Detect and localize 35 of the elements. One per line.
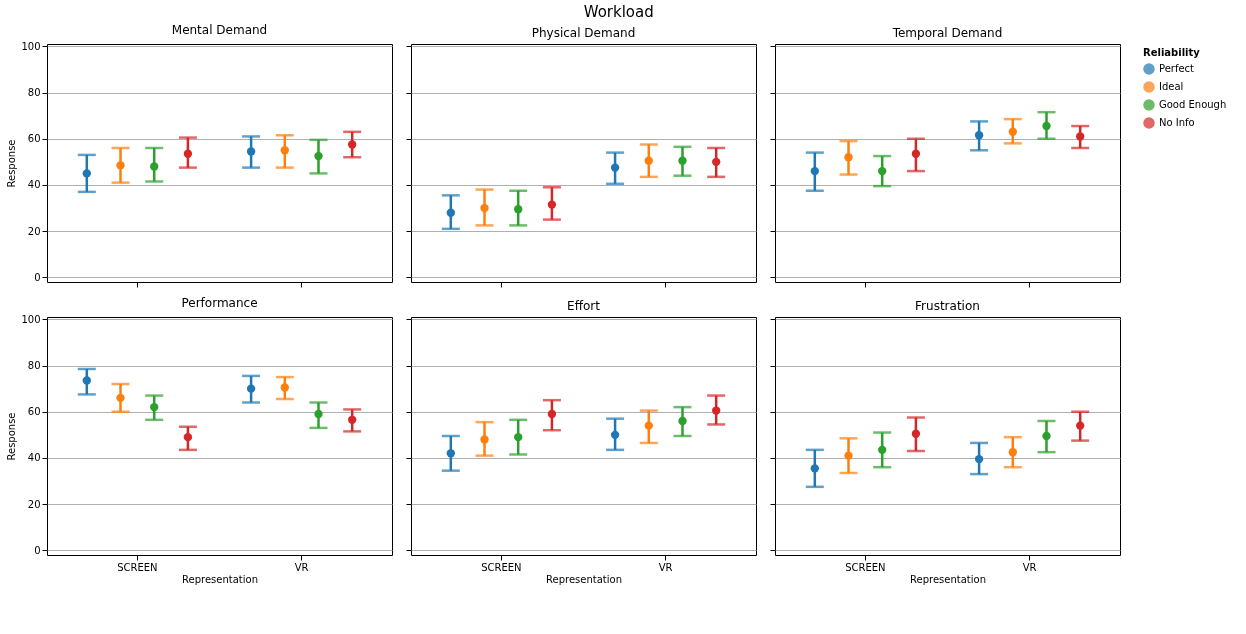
legend-label: No Info <box>1159 117 1195 128</box>
y-tick-label: 20 <box>27 225 41 237</box>
y-tick-label: 100 <box>21 40 41 52</box>
y-tick-label: 0 <box>34 271 41 283</box>
y-axis-title: Response <box>6 139 18 188</box>
chart-title: Mental Demand <box>171 23 268 38</box>
y-tick-label: 40 <box>27 179 41 191</box>
y-tick-label: 60 <box>27 133 41 145</box>
y-tick-label: 100 <box>21 313 41 325</box>
legend-label: Ideal <box>1159 81 1184 92</box>
text: Workload <box>583 2 654 21</box>
chart-title: Physical Demand <box>531 26 636 40</box>
chart-title: Performance <box>181 296 258 311</box>
y-tick-label: 0 <box>34 544 41 556</box>
chart-title: Effort <box>567 299 601 313</box>
y-tick-label: 60 <box>27 406 41 418</box>
x-axis-title: Representation <box>182 573 258 585</box>
x-tick-label: VR <box>1022 561 1037 573</box>
x-tick-label: VR <box>294 561 309 573</box>
y-tick-label: 80 <box>27 87 41 99</box>
y-tick-label: 20 <box>27 498 41 510</box>
x-tick-label: SCREEN <box>481 561 522 573</box>
legend-label: Good Enough <box>1159 99 1227 110</box>
chart-title: Temporal Demand <box>891 26 1003 40</box>
chart-title: Frustration <box>915 299 980 313</box>
legend-title: Reliability <box>1143 47 1201 58</box>
x-tick-label: SCREEN <box>117 561 158 573</box>
y-axis-title: Response <box>6 412 18 461</box>
y-tick-label: 40 <box>27 452 41 464</box>
x-tick-label: VR <box>658 561 673 573</box>
legend-label: Perfect <box>1159 63 1195 74</box>
y-tick-label: 80 <box>27 360 41 372</box>
x-tick-label: SCREEN <box>845 561 886 573</box>
x-axis-title: Representation <box>546 573 622 585</box>
x-axis-title: Representation <box>910 573 986 585</box>
